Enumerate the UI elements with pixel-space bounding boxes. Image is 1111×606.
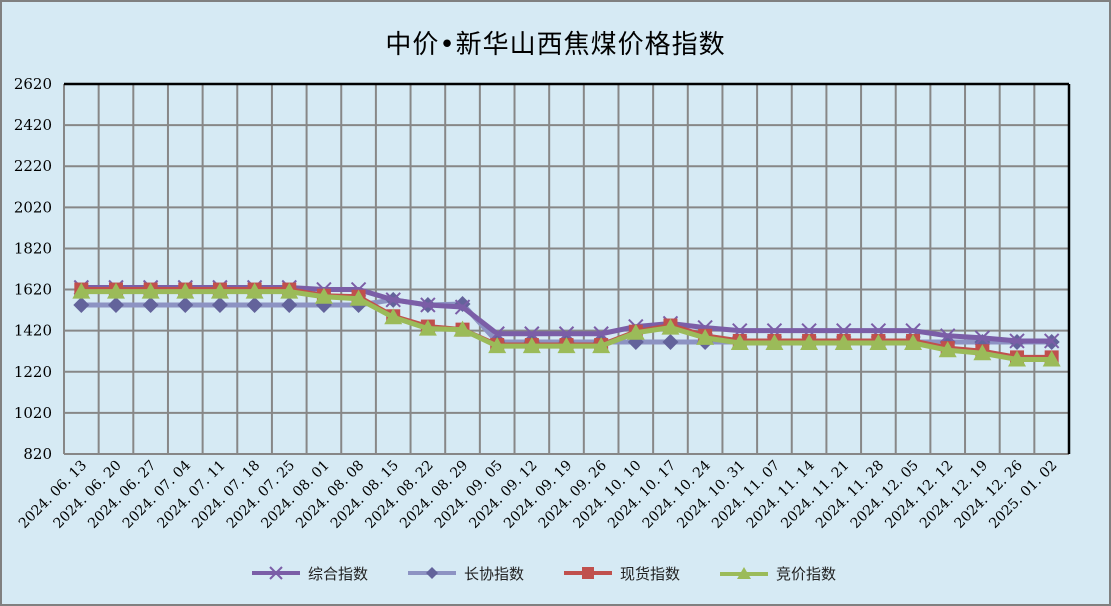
- y-tick-label: 1620: [14, 281, 52, 299]
- data-point: [106, 282, 125, 299]
- y-tick-label: 1220: [14, 363, 52, 381]
- data-point: [349, 289, 368, 306]
- data-point: [904, 334, 923, 350]
- y-tick-label: 2420: [14, 116, 52, 134]
- data-point: [488, 337, 507, 354]
- y-tick-label: 1020: [14, 404, 52, 422]
- data-point: [973, 344, 992, 361]
- grid-lines: [63, 82, 1071, 455]
- data-point: [522, 337, 541, 354]
- triangle-marker-icon: [720, 567, 769, 579]
- data-point: [765, 334, 784, 350]
- data-point: [592, 337, 611, 354]
- data-point: [246, 296, 263, 313]
- legend: 综合指数 长协指数 现货指数 竞价指数: [250, 560, 836, 586]
- legend-label: 竞价指数: [776, 564, 837, 583]
- legend-label: 长协指数: [464, 564, 525, 583]
- data-point: [869, 334, 888, 350]
- chart-title: 中价•新华山西焦煤价格指数: [385, 30, 726, 60]
- legend-label: 现货指数: [620, 564, 681, 583]
- data-point: [938, 341, 957, 358]
- legend-item-auction: 竞价指数: [718, 563, 836, 584]
- data-point: [1008, 350, 1027, 367]
- data-point: [245, 282, 264, 299]
- data-point: [72, 282, 91, 299]
- data-point: [661, 318, 680, 335]
- legend-label: 综合指数: [308, 564, 369, 583]
- data-series: [72, 279, 1061, 367]
- data-point: [211, 296, 228, 313]
- data-point: [800, 334, 819, 350]
- data-point: [73, 296, 90, 313]
- data-point: [834, 334, 853, 350]
- data-point: [280, 282, 299, 299]
- data-point: [453, 320, 472, 337]
- y-tick-label: 2620: [14, 75, 52, 93]
- data-point: [177, 296, 194, 313]
- data-point: [418, 319, 437, 336]
- diamond-marker-icon: [408, 567, 457, 579]
- y-tick-label: 820: [23, 445, 52, 463]
- y-tick-label: 2020: [14, 198, 52, 216]
- data-point: [176, 282, 195, 299]
- data-point: [1042, 350, 1061, 367]
- y-tick-label: 1820: [14, 239, 52, 257]
- series-3: [72, 282, 1061, 367]
- data-point: [662, 333, 679, 350]
- data-point: [210, 282, 229, 299]
- y-tick-label: 2220: [14, 157, 52, 175]
- data-point: [730, 334, 749, 350]
- data-point: [141, 282, 160, 299]
- data-point: [557, 337, 576, 354]
- data-point: [384, 308, 403, 325]
- data-point: [107, 296, 124, 313]
- data-point: [696, 328, 715, 345]
- data-point: [142, 296, 159, 313]
- x-marker-icon: [252, 566, 300, 580]
- data-point: [281, 296, 298, 313]
- legend-item-longterm: 长协指数: [406, 563, 524, 584]
- data-point: [626, 323, 645, 340]
- legend-item-spot: 现货指数: [562, 563, 680, 584]
- data-point: [314, 287, 333, 304]
- y-axis-ticks: 820 1020 1220 1420 1620 1820 2020 2220 2420 2620: [14, 75, 52, 463]
- legend-item-composite: 综合指数: [250, 563, 368, 584]
- square-marker-icon: [564, 567, 613, 579]
- y-tick-label: 1420: [14, 322, 52, 340]
